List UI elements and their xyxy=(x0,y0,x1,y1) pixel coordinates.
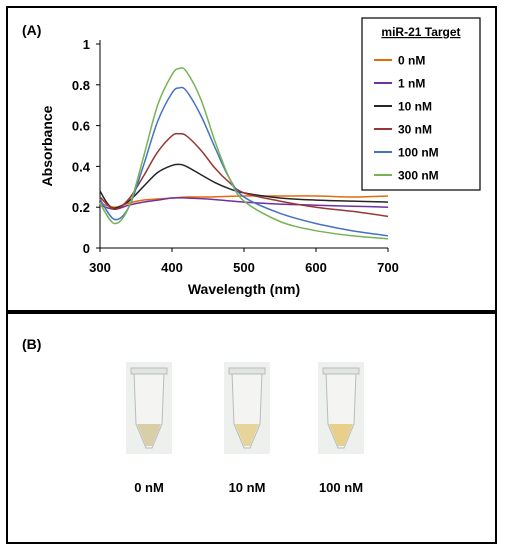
series-line-30-nM xyxy=(99,132,389,218)
tube-caption-100nM: 100 nM xyxy=(318,480,364,495)
legend-entry: 300 nM xyxy=(398,169,439,183)
legend-entry: 10 nM xyxy=(398,100,432,114)
tube-liquid-0nM xyxy=(137,424,161,446)
series-line-300-nM xyxy=(99,67,389,240)
tube-liquid-10nM xyxy=(235,424,259,446)
absorbance-chart: 0 0.2 0.4 0.6 0.8 1 300 400 500 600 700 Wavelength … xyxy=(39,17,481,297)
panel-a-label: (A) xyxy=(22,22,42,38)
legend-title: miR-21 Target xyxy=(381,25,460,39)
x-tick-label: 500 xyxy=(233,260,255,275)
tube-caption-10nM: 10 nM xyxy=(228,480,266,495)
legend-entry: 0 nM xyxy=(398,54,425,68)
panel-b-label: (B) xyxy=(22,336,42,352)
tube-liquid-100nM xyxy=(329,424,353,446)
y-tick-label: 0.4 xyxy=(72,159,91,174)
legend-box xyxy=(361,17,481,191)
tube-0nM xyxy=(126,362,172,454)
series-line-1-nM xyxy=(99,197,389,210)
legend-entry: 1 nM xyxy=(398,77,425,91)
tube-100nM xyxy=(318,362,364,454)
x-tick-label: 600 xyxy=(305,260,327,275)
y-tick-label: 1 xyxy=(83,37,90,52)
y-tick-label: 0.8 xyxy=(72,78,90,93)
y-tick-label: 0.2 xyxy=(72,200,90,215)
series-line-0-nM xyxy=(99,195,389,208)
x-tick-label: 300 xyxy=(89,260,111,275)
legend-entry: 100 nM xyxy=(398,146,439,160)
tube-caption-0nM: 0 nM xyxy=(134,480,164,495)
series-line-100-nM xyxy=(99,86,389,237)
panel-b: (B) 0 nM 10 nM 100 nM xyxy=(6,312,497,544)
y-axis-label: Absorbance xyxy=(39,105,55,186)
y-tick-label: 0.6 xyxy=(72,119,90,134)
y-tick-label: 0 xyxy=(83,241,90,256)
panel-a: (A) 0 0.2 0.4 0.6 0.8 1 300 400 500 600 700 Wavelen… xyxy=(6,6,497,312)
x-tick-label: 700 xyxy=(377,260,399,275)
x-tick-label: 400 xyxy=(161,260,183,275)
x-axis-label: Wavelength (nm) xyxy=(188,281,300,297)
tube-10nM xyxy=(224,362,270,454)
legend-entry: 30 nM xyxy=(398,123,432,137)
